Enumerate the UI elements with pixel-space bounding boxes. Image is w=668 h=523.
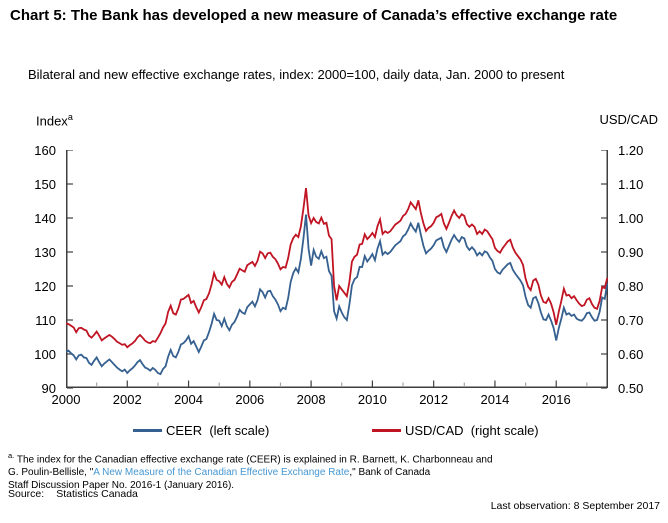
- left-axis-title: Indexa: [36, 112, 73, 128]
- source-row: Source: Statistics Canada: [8, 488, 138, 500]
- x-axis-tick-label: 2012: [419, 392, 449, 407]
- source-label: Source:: [8, 488, 45, 500]
- chart-subtitle: Bilateral and new effective exchange rat…: [28, 67, 565, 82]
- left-axis-title-text: Index: [36, 113, 68, 129]
- last-observation: Last observation: 8 September 2017: [490, 500, 660, 512]
- y-axis-tick-label-right: 0.80: [618, 279, 644, 294]
- chart-title: Chart 5: The Bank has developed a new me…: [10, 7, 618, 24]
- legend-label-ceer: CEER (left scale): [166, 423, 270, 438]
- y-axis-tick-label-left: 160: [34, 143, 56, 158]
- footnote-line1: The index for the Canadian effective exc…: [14, 454, 493, 466]
- y-axis-tick-label-right: 0.60: [618, 347, 644, 362]
- y-axis-tick-label-right: 0.50: [618, 381, 644, 396]
- legend-label-usdcad: USD/CAD (right scale): [405, 423, 539, 438]
- y-axis-tick-label-right: 0.90: [618, 245, 644, 260]
- footnote-marker: a.: [8, 451, 15, 460]
- x-axis-tick-label: 2006: [235, 392, 265, 407]
- x-axis-tick-label: 2016: [541, 392, 571, 407]
- y-axis-tick-label-right: 1.20: [618, 143, 644, 158]
- y-axis-tick-label-right: 1.10: [618, 177, 644, 192]
- y-axis-tick-label-left: 130: [34, 245, 56, 260]
- ceer-line: [66, 214, 608, 376]
- left-axis-title-footnote-marker: a: [67, 112, 73, 122]
- y-axis-tick-label-left: 110: [35, 313, 56, 328]
- x-axis-tick-label: 2000: [51, 392, 81, 407]
- x-axis-tick-label: 2002: [112, 392, 142, 407]
- y-axis-tick-label-left: 150: [34, 177, 56, 192]
- y-axis-tick-label-left: 120: [34, 279, 56, 294]
- footnote-paper-link[interactable]: A New Measure of the Canadian Effective …: [93, 467, 350, 479]
- usdcad-line: [66, 187, 608, 349]
- legend-item-ceer: CEER (left scale): [133, 423, 269, 438]
- footnote: a. The index for the Canadian effective …: [8, 449, 568, 492]
- source-value: Statistics Canada: [56, 488, 138, 500]
- y-axis-tick-label-left: 140: [34, 211, 56, 226]
- y-axis-tick-label-left: 100: [34, 347, 56, 362]
- footnote-line2-before-link: G. Poulin-Bellisle, ": [8, 467, 94, 479]
- footnote-line3: Staff Discussion Paper No. 2016-1 (Janua…: [8, 480, 235, 492]
- legend-item-usdcad: USD/CAD (right scale): [372, 423, 539, 438]
- x-axis-tick-label: 2014: [480, 392, 510, 407]
- y-axis-tick-label-right: 0.70: [618, 313, 644, 328]
- plot-area: [66, 150, 608, 389]
- y-axis-tick-label-left: 90: [41, 381, 56, 396]
- ceer-line-swatch: [133, 429, 162, 432]
- usdcad-line-swatch: [372, 429, 401, 432]
- x-axis-tick-label: 2008: [296, 392, 326, 407]
- right-axis-title: USD/CAD: [599, 112, 658, 127]
- y-axis-tick-label-right: 1.00: [618, 211, 644, 226]
- x-axis-tick-label: 2004: [174, 392, 203, 407]
- x-axis-tick-label: 2010: [357, 392, 387, 407]
- footnote-line2-after-link: ," Bank of Canada: [349, 467, 431, 479]
